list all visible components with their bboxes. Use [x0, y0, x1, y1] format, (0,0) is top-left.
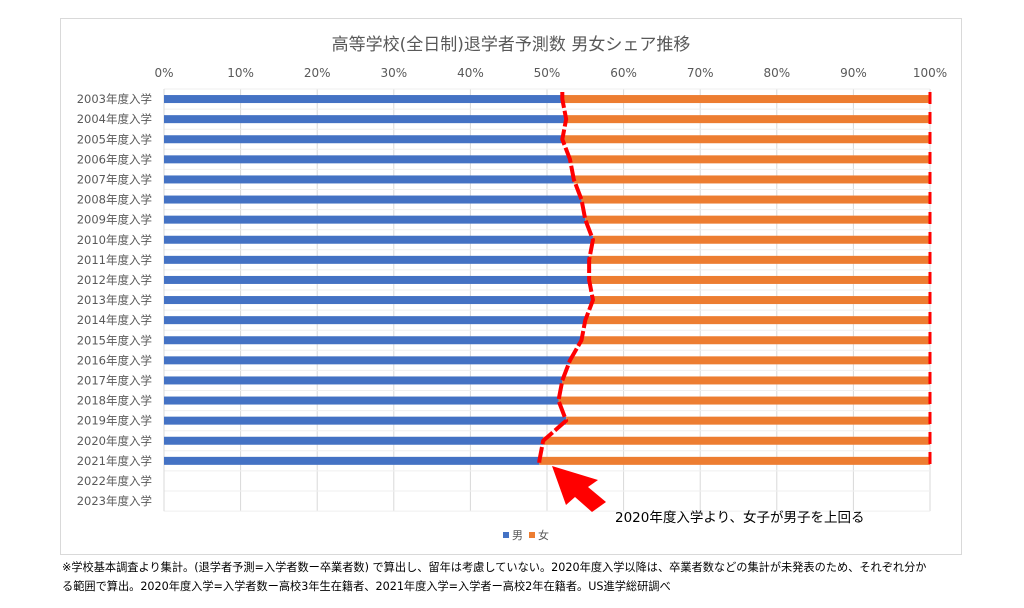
bar-女 — [585, 215, 930, 224]
bar-男 — [164, 456, 540, 465]
legend-swatch-男 — [503, 532, 509, 538]
y-category-label: 2016年度入学 — [77, 353, 152, 367]
x-tick-label: 50% — [534, 66, 561, 80]
annotation-text: 2020年度入学より、女子が男子を上回る — [615, 509, 865, 526]
bar-女 — [581, 195, 930, 204]
legend-label-男: 男 — [512, 529, 523, 542]
bar-女 — [589, 255, 930, 264]
bar-女 — [566, 115, 930, 124]
bar-男 — [164, 95, 563, 104]
bar-女 — [592, 296, 930, 305]
boundary-polyline — [537, 92, 595, 465]
x-tick-label: 40% — [457, 66, 484, 80]
bar-男 — [164, 135, 563, 144]
bar-男 — [164, 296, 593, 305]
chart-frame — [60, 18, 962, 555]
legend: 男女 — [503, 528, 549, 542]
bar-男 — [164, 275, 590, 284]
bar-男 — [164, 235, 593, 244]
annotation: 2020年度入学より、女子が男子を上回る — [552, 466, 865, 526]
bar-男 — [164, 356, 570, 365]
bar-女 — [569, 155, 930, 164]
bar-女 — [566, 416, 930, 425]
bar-男 — [164, 376, 563, 385]
y-category-label: 2004年度入学 — [77, 112, 152, 126]
bar-男 — [164, 336, 582, 345]
y-category-label: 2021年度入学 — [77, 454, 152, 468]
bar-女 — [569, 356, 930, 365]
bar-男 — [164, 316, 586, 325]
y-category-label: 2023年度入学 — [77, 494, 152, 508]
bar-女 — [562, 135, 930, 144]
x-tick-label: 60% — [610, 66, 637, 80]
footnote-line-2: る範囲で算出。2020年度入学=入学者数ー高校3年生在籍者、2021年度入学=入… — [62, 580, 671, 593]
y-category-labels: 2003年度入学 2004年度入学 2005年度入学 2006年度入学 2007年度入学… — [77, 92, 152, 508]
bar-男 — [164, 175, 574, 184]
x-tick-label: 70% — [687, 66, 714, 80]
x-tick-label: 90% — [840, 66, 867, 80]
y-category-label: 2018年度入学 — [77, 394, 152, 408]
legend-label-女: 女 — [538, 528, 549, 542]
y-category-label: 2010年度入学 — [77, 233, 152, 247]
x-tick-label: 80% — [763, 66, 790, 80]
bar-女 — [585, 316, 930, 325]
annotation-arrow — [552, 466, 606, 512]
y-category-label: 2009年度入学 — [77, 213, 152, 227]
bar-男 — [164, 255, 590, 264]
bar-男 — [164, 436, 544, 445]
chart-title: 高等学校(全日制)退学者予測数 男女シェア推移 — [331, 35, 691, 55]
bar-女 — [589, 275, 930, 284]
bar-女 — [562, 376, 930, 385]
footnote-line-1: ※学校基本調査より集計。(退学者予測=入学者数ー卒業者数) で算出し、留年は考慮… — [62, 561, 927, 574]
y-category-label: 2019年度入学 — [77, 414, 152, 428]
x-tick-label: 10% — [227, 66, 254, 80]
y-category-label: 2008年度入学 — [77, 193, 152, 207]
bar-女 — [543, 436, 930, 445]
bar-男 — [164, 215, 586, 224]
y-category-label: 2012年度入学 — [77, 273, 152, 287]
bar-男 — [164, 195, 582, 204]
y-category-label: 2015年度入学 — [77, 333, 152, 347]
bar-女 — [539, 456, 930, 465]
y-category-label: 2007年度入学 — [77, 172, 152, 186]
y-category-label: 2011年度入学 — [77, 253, 152, 267]
bar-男 — [164, 115, 567, 124]
bar-女 — [562, 95, 930, 104]
x-tick-label: 30% — [380, 66, 407, 80]
share-boundary-line — [537, 92, 932, 465]
bar-男 — [164, 416, 567, 425]
y-category-label: 2022年度入学 — [77, 474, 152, 488]
y-category-label: 2006年度入学 — [77, 152, 152, 166]
bar-女 — [558, 396, 930, 405]
y-category-label: 2003年度入学 — [77, 92, 152, 106]
bar-男 — [164, 396, 559, 405]
y-category-label: 2014年度入学 — [77, 313, 152, 327]
bar-男 — [164, 155, 570, 164]
bars — [164, 95, 930, 465]
y-category-label: 2005年度入学 — [77, 132, 152, 146]
bar-女 — [581, 336, 930, 345]
y-category-label: 2020年度入学 — [77, 434, 152, 448]
y-category-label: 2013年度入学 — [77, 293, 152, 307]
legend-swatch-女 — [529, 532, 535, 538]
bar-女 — [573, 175, 930, 184]
bar-女 — [592, 235, 930, 244]
footnote: ※学校基本調査より集計。(退学者予測=入学者数ー卒業者数) で算出し、留年は考慮… — [62, 558, 967, 596]
x-tick-label: 20% — [304, 66, 331, 80]
x-tick-label: 100% — [913, 66, 947, 80]
x-tick-labels: 0% 10% 20% 30% 40% 50% 60% 70% 80% 90% 100% — [154, 66, 947, 80]
x-tick-label: 0% — [154, 66, 173, 80]
y-category-label: 2017年度入学 — [77, 373, 152, 387]
